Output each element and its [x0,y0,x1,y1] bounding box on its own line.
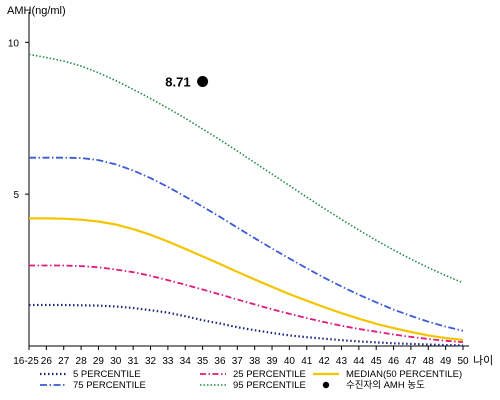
legend-label: 수진자의 AMH 농도 [346,380,425,391]
x-tick-label: 47 [405,356,417,367]
legend-label: 75 PERCENTILE [73,380,146,391]
x-tick-label: 33 [162,356,174,367]
y-tick-label: 10 [8,38,20,49]
legend-label: MEDIAN(50 PERCENTILE) [346,369,462,380]
patient-amh-value-label: 8.71 [165,74,190,89]
x-tick-label: 43 [336,356,348,367]
x-tick-label: 40 [284,356,296,367]
x-tick-label: 27 [58,356,70,367]
x-tick-label: 41 [301,356,313,367]
series-line [29,264,464,343]
series-line [29,217,464,341]
x-tick-label: 16-25 [13,356,39,367]
x-tick-label: 31 [128,356,140,367]
x-tick-label: 44 [353,356,365,367]
legend-label: 95 PERCENTILE [233,380,306,391]
x-tick-label: 34 [180,356,192,367]
patient-amh-point [197,75,209,87]
series-line [28,53,464,284]
x-tick-label: 45 [371,356,383,367]
y-tick-label: 5 [13,190,19,201]
series-line [29,156,464,332]
chart-series [28,53,464,347]
x-tick-label: 37 [232,356,244,367]
x-tick-label: 32 [145,356,157,367]
x-tick-label: 29 [93,356,105,367]
chart-axes: AMH(ng/ml) 5 10 16-25 26 27 28 29 30 31 32 33 34 35 36… [7,5,493,367]
x-axis-label: 나이 [473,354,493,367]
x-tick-label: 50 [457,356,469,367]
x-tick-label: 35 [197,356,209,367]
series-line [29,303,464,347]
x-tick-label: 38 [249,356,261,367]
legend-label: 5 PERCENTILE [73,369,141,380]
x-tick-label: 49 [440,356,452,367]
legend-label: 25 PERCENTILE [233,369,306,380]
legend-swatch [322,381,330,389]
x-tick-label: 30 [110,356,122,367]
x-tick-label: 39 [266,356,278,367]
y-axis-label: AMH(ng/ml) [7,5,66,17]
x-tick-label: 42 [319,356,331,367]
x-tick-label: 26 [41,356,53,367]
x-tick-label: 46 [388,356,400,367]
patient-point-group: 8.71 [165,74,209,89]
chart-legend: 5 PERCENTILE 25 PERCENTILE MEDIAN(50 PERCE… [40,369,462,391]
x-tick-label: 28 [76,356,88,367]
x-tick-label: 48 [423,356,435,367]
x-tick-label: 36 [214,356,226,367]
